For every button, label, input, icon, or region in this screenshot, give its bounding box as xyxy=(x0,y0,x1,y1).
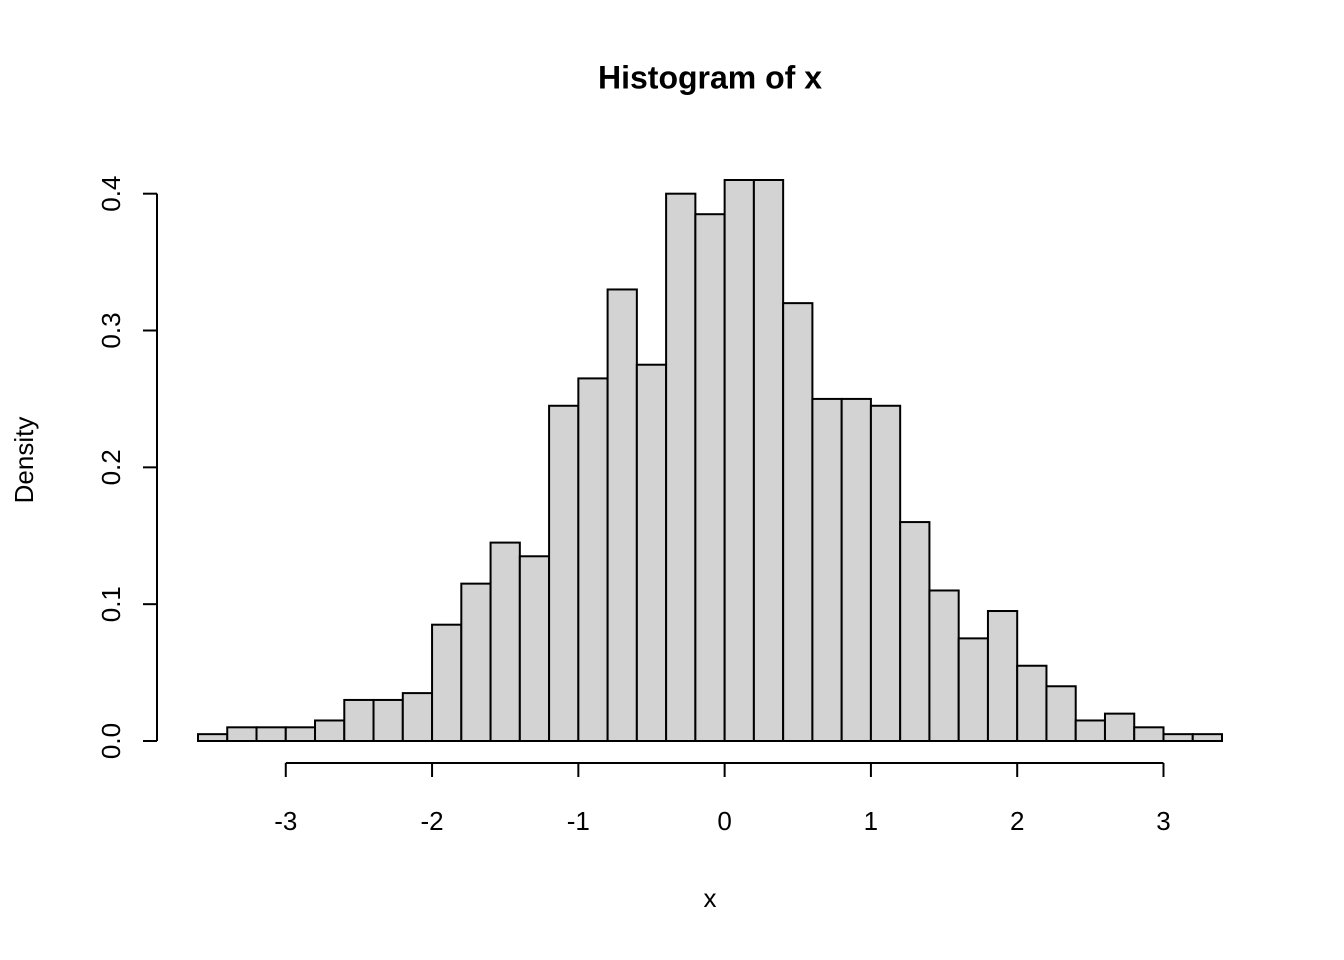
bar xyxy=(1074,719,1106,742)
bar xyxy=(518,555,551,743)
bar xyxy=(1045,685,1077,743)
bar xyxy=(226,726,258,743)
y-tick-label: 0.2 xyxy=(96,449,126,485)
bar xyxy=(694,213,726,742)
bar xyxy=(255,726,287,743)
bar xyxy=(957,637,989,742)
bar xyxy=(899,521,931,743)
x-tick-label: 2 xyxy=(1010,806,1024,836)
bar xyxy=(401,692,434,742)
bar xyxy=(284,726,317,743)
bar xyxy=(1103,712,1136,743)
bar xyxy=(752,179,785,742)
bar xyxy=(811,397,843,742)
bar xyxy=(606,288,638,742)
y-tick-label: 0.1 xyxy=(96,586,126,622)
bar xyxy=(343,698,375,743)
y-tick-label: 0.4 xyxy=(96,176,126,212)
bar xyxy=(840,397,872,742)
bar xyxy=(635,363,668,742)
bar xyxy=(577,377,609,742)
x-tick-label: -2 xyxy=(420,806,443,836)
bar xyxy=(1133,726,1165,743)
bar xyxy=(489,541,521,742)
chart-title: Histogram of x xyxy=(598,59,822,95)
bar xyxy=(723,179,755,742)
x-tick-label: -3 xyxy=(274,806,297,836)
x-tick-label: 3 xyxy=(1156,806,1170,836)
x-tick-label: -1 xyxy=(567,806,590,836)
bar xyxy=(782,302,814,742)
bar xyxy=(431,623,463,743)
y-tick-label: 0.3 xyxy=(96,312,126,348)
bar xyxy=(314,719,346,742)
bar xyxy=(869,404,902,742)
x-tick-label: 1 xyxy=(864,806,878,836)
y-axis-label: Density xyxy=(9,417,39,504)
bar xyxy=(928,589,960,742)
bar xyxy=(1191,733,1223,742)
bar xyxy=(197,733,229,742)
x-tick-label: 0 xyxy=(717,806,731,836)
bar xyxy=(548,404,580,742)
bar xyxy=(460,582,492,743)
bar xyxy=(1162,733,1194,742)
bar xyxy=(1016,664,1048,742)
y-tick-label: 0.0 xyxy=(96,723,126,759)
bar xyxy=(665,192,697,742)
x-axis-label: x xyxy=(704,883,717,913)
bar xyxy=(372,698,404,743)
bar xyxy=(986,610,1019,743)
